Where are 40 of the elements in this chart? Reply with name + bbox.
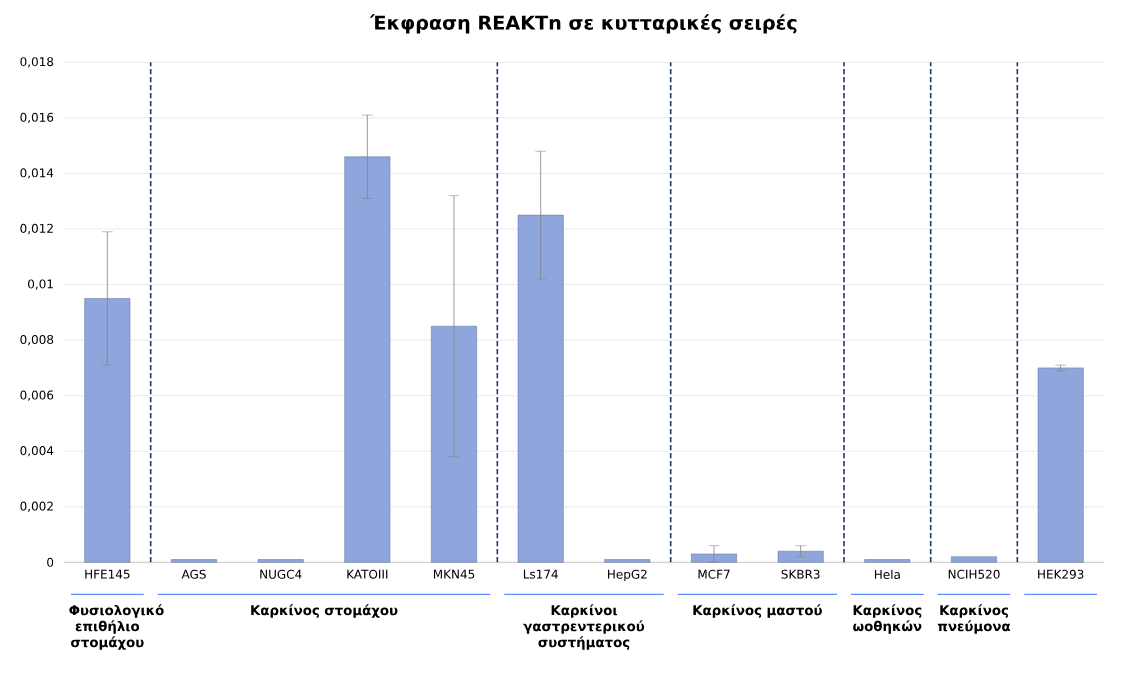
x-tick-label: HFE145 — [85, 569, 130, 579]
x-tick-label: HepG2 — [608, 569, 647, 582]
bar — [171, 559, 217, 563]
text: Καρκίνος πνεύμονα — [937, 604, 1011, 634]
x-tick-label: Hela — [874, 569, 900, 579]
x-tick-label: NUGC4 — [260, 569, 302, 579]
bar — [777, 550, 824, 563]
bar — [84, 298, 131, 563]
x-tick-label: MKN45 — [433, 569, 475, 579]
x-tick-label: NCIH520 — [948, 569, 1000, 579]
text: Καρκίνος μαστού — [693, 604, 822, 618]
text: Καρκίνος ωοθηκών — [853, 604, 922, 634]
y-tick-label: 0,018 — [20, 57, 54, 68]
text: Καρκίνος στομάχου — [251, 604, 398, 618]
x-tick-label: AGS — [181, 569, 206, 579]
bar — [1037, 367, 1084, 563]
bar — [344, 156, 391, 563]
y-tick-label: 0,002 — [20, 501, 53, 512]
y-tick-label: 0,01 — [28, 279, 53, 290]
text: Καρκίνοι γαστρεντερικού συστήματος — [523, 604, 645, 650]
y-tick-label: 0,008 — [20, 334, 54, 346]
x-tick-label: HEK293 — [1038, 569, 1084, 579]
bar — [604, 559, 651, 563]
y-tick-label: 0,012 — [20, 223, 53, 235]
bar — [864, 559, 911, 563]
y-tick-label: 0 — [47, 557, 54, 567]
y-tick-label: 0,006 — [20, 390, 54, 401]
chart-title: Έκφραση REAKTn σε κυτταρικές σειρές — [369, 14, 797, 34]
y-tick-label: 0,014 — [20, 168, 54, 179]
bar — [517, 214, 564, 563]
y-tick-label: 0,016 — [20, 112, 54, 124]
y-tick-label: 0,004 — [20, 446, 54, 457]
x-tick-label: Ls174 — [523, 569, 558, 579]
x-tick-label: MCF7 — [698, 569, 730, 579]
bar — [257, 559, 304, 563]
bar — [951, 556, 997, 563]
bar — [691, 553, 737, 563]
x-tick-label: KATOIII — [347, 569, 388, 579]
text: Φυσιολογικό επιθήλιο στομάχου — [69, 604, 164, 650]
x-tick-label: SKBR3 — [781, 569, 820, 579]
